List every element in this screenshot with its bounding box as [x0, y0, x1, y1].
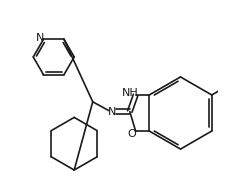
Text: N: N	[108, 107, 116, 117]
Text: N: N	[36, 33, 44, 43]
Text: NH: NH	[122, 88, 139, 98]
Text: O: O	[128, 129, 136, 139]
